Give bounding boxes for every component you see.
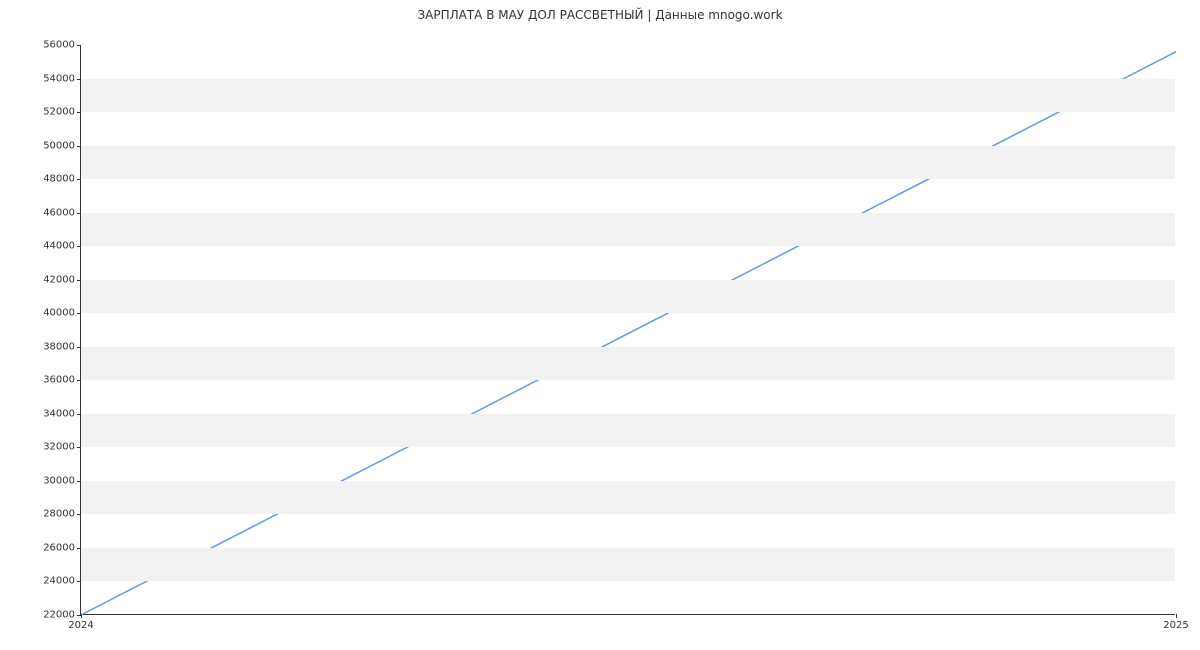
y-tick-mark [77, 146, 81, 147]
y-tick-mark [77, 347, 81, 348]
grid-band [81, 213, 1175, 247]
y-tick-label: 24000 [43, 576, 75, 587]
y-tick-mark [77, 380, 81, 381]
y-tick-label: 50000 [43, 140, 75, 151]
y-tick-mark [77, 246, 81, 247]
y-tick-mark [77, 313, 81, 314]
y-tick-label: 38000 [43, 341, 75, 352]
y-tick-label: 54000 [43, 73, 75, 84]
y-tick-label: 32000 [43, 442, 75, 453]
grid-band [81, 146, 1175, 180]
y-tick-label: 46000 [43, 207, 75, 218]
y-tick-label: 28000 [43, 509, 75, 520]
line-series [81, 45, 1176, 615]
y-tick-mark [77, 280, 81, 281]
grid-band [81, 347, 1175, 381]
y-tick-label: 22000 [43, 610, 75, 621]
y-tick-mark [77, 548, 81, 549]
x-tick-label: 2025 [1163, 620, 1188, 631]
y-tick-label: 34000 [43, 408, 75, 419]
y-tick-label: 26000 [43, 542, 75, 553]
plot-area: 2200024000260002800030000320003400036000… [80, 45, 1175, 615]
chart-title: ЗАРПЛАТА В МАУ ДОЛ РАССВЕТНЫЙ | Данные m… [0, 8, 1200, 22]
y-tick-mark [77, 414, 81, 415]
y-tick-mark [77, 179, 81, 180]
y-tick-mark [77, 581, 81, 582]
x-tick-mark [81, 614, 82, 618]
y-tick-label: 36000 [43, 375, 75, 386]
grid-band [81, 481, 1175, 515]
y-tick-mark [77, 112, 81, 113]
y-tick-mark [77, 79, 81, 80]
y-tick-mark [77, 213, 81, 214]
y-tick-label: 52000 [43, 107, 75, 118]
y-tick-label: 30000 [43, 475, 75, 486]
grid-band [81, 548, 1175, 582]
y-tick-mark [77, 481, 81, 482]
y-tick-mark [77, 514, 81, 515]
grid-band [81, 79, 1175, 113]
grid-band [81, 414, 1175, 448]
y-tick-label: 56000 [43, 40, 75, 51]
x-tick-mark [1176, 614, 1177, 618]
grid-band [81, 280, 1175, 314]
y-tick-label: 48000 [43, 174, 75, 185]
y-tick-label: 40000 [43, 308, 75, 319]
y-tick-mark [77, 45, 81, 46]
salary-line [81, 52, 1176, 615]
salary-line-chart: ЗАРПЛАТА В МАУ ДОЛ РАССВЕТНЫЙ | Данные m… [0, 0, 1200, 650]
y-tick-label: 42000 [43, 274, 75, 285]
y-tick-label: 44000 [43, 241, 75, 252]
y-tick-mark [77, 447, 81, 448]
x-tick-label: 2024 [68, 620, 93, 631]
